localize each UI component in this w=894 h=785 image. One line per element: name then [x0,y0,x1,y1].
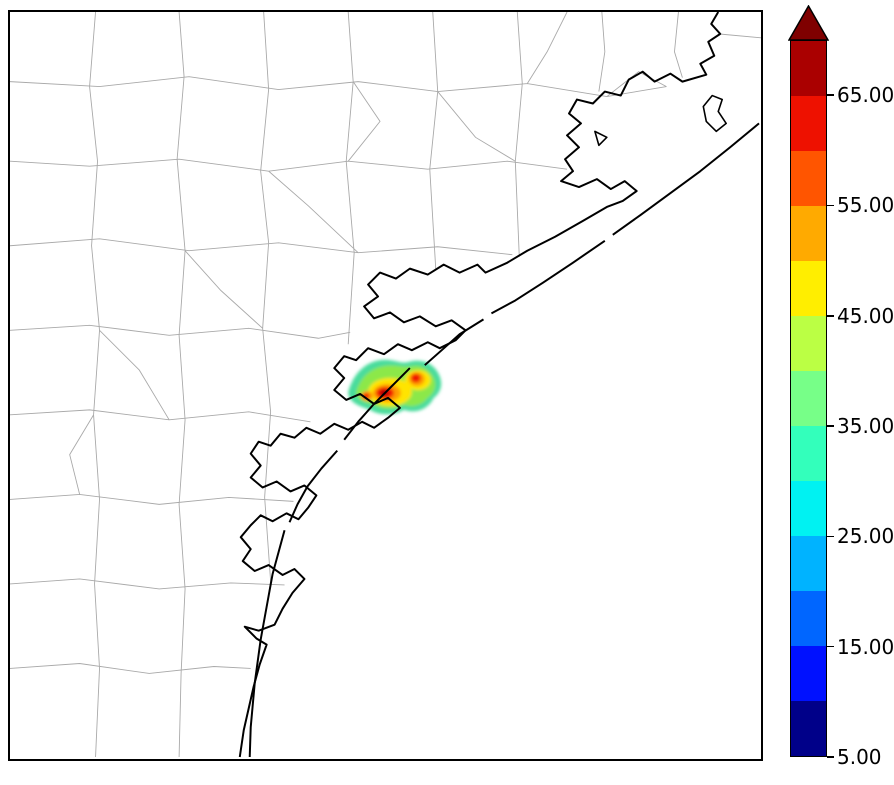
colorbar-tick-mark [827,315,834,317]
colorbar-segment [791,371,826,426]
colorbar-tick-mark [827,535,834,538]
colorbar-segment [791,536,826,591]
map-panel [8,10,763,761]
colorbar-segment [791,481,826,536]
colorbar-segment [791,316,826,371]
plume-red [410,373,421,383]
coastal-map [10,12,761,758]
colorbar-segment [791,206,826,261]
colorbar-segment [791,591,826,646]
colorbar-tick-mark [827,204,834,207]
colorbar-tick-label: 65.00 [837,83,894,108]
colorbar-extend-arrow-icon [788,5,829,41]
barrier-islands [248,122,760,758]
lake-outline [594,94,727,147]
colorbar [790,40,827,757]
colorbar-tick-mark [827,756,834,758]
plume [348,359,442,415]
colorbar-tick-mark [827,645,834,648]
colorbar-tick-label: 55.00 [837,193,894,218]
county-boundaries [10,12,761,758]
colorbar-extend-arrow [788,5,829,41]
colorbar-segment [791,426,826,481]
colorbar-tick-label: 45.00 [837,303,894,328]
colorbar-segment [791,41,826,96]
colorbar-tick-mark [827,94,834,96]
colorbar-segment [791,96,826,151]
colorbar-segment [791,261,826,316]
coastline [238,12,722,758]
colorbar-tick-label: 5.00 [837,745,882,769]
colorbar-tick-label: 25.00 [837,524,894,549]
colorbar-tick-mark [827,425,834,427]
colorbar-tick-label: 35.00 [837,414,894,439]
colorbar-segments [791,41,826,756]
colorbar-segment [791,151,826,206]
colorbar-segment [791,701,826,756]
colorbar-segment [791,646,826,701]
colorbar-tick-label: 15.00 [837,634,894,659]
